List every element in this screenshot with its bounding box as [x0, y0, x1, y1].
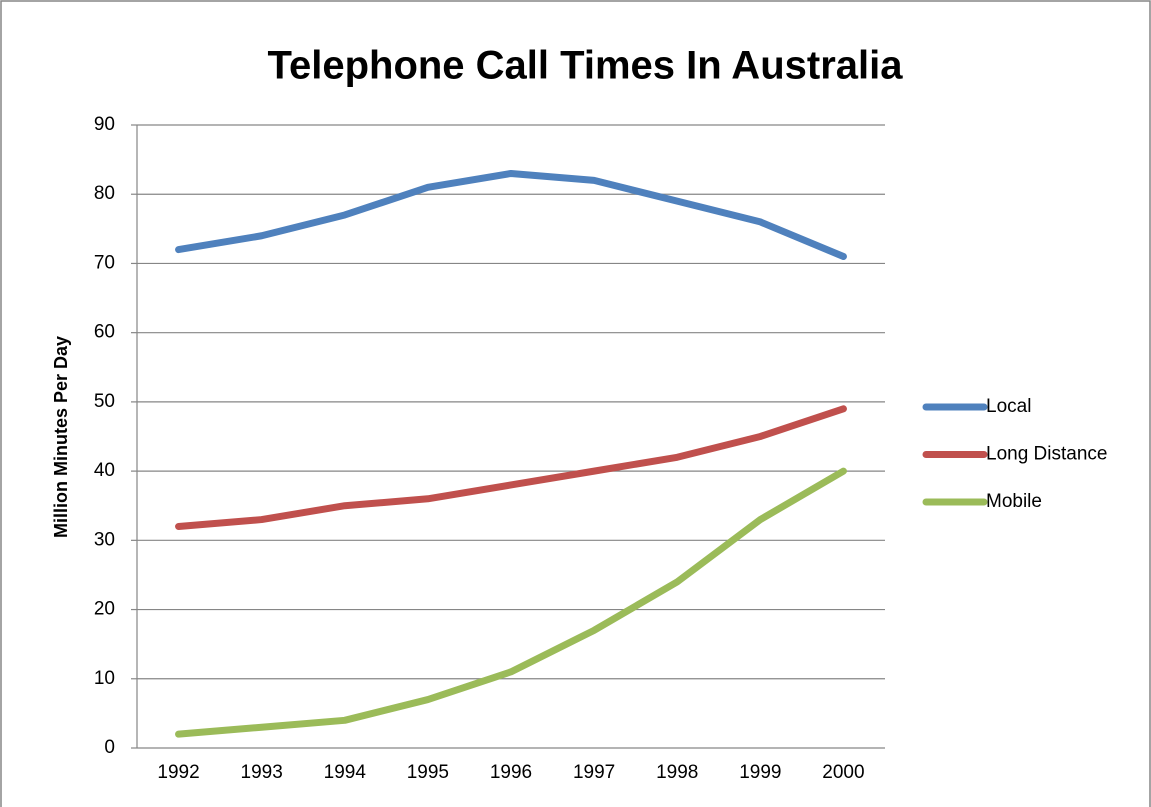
x-tick-label: 1997: [573, 762, 615, 783]
legend-label: Long Distance: [986, 444, 1107, 465]
legend-label: Local: [986, 396, 1031, 417]
x-tick-label: 1996: [490, 762, 532, 783]
y-tick-label: 0: [104, 737, 115, 758]
y-tick-label: 60: [94, 322, 115, 343]
series-line: [175, 405, 847, 530]
y-tick-label: 40: [94, 460, 115, 481]
x-tick-label: 1999: [739, 762, 781, 783]
x-tick-label: 1998: [656, 762, 698, 783]
x-tick-label: 1992: [157, 762, 199, 783]
series-line: [175, 169, 847, 261]
chart-title: Telephone Call Times In Australia: [268, 44, 904, 88]
y-tick-label: 50: [94, 391, 115, 412]
legend-label: Mobile: [986, 491, 1042, 512]
x-tick-label: 1993: [241, 762, 283, 783]
y-tick-label: 20: [94, 599, 115, 620]
x-tick-label: 2000: [822, 762, 864, 783]
y-axis-label: Million Minutes Per Day: [51, 336, 71, 538]
y-tick-label: 70: [94, 252, 115, 273]
x-tick-label: 1994: [324, 762, 367, 783]
series-line: [175, 467, 847, 738]
y-tick-label: 10: [94, 668, 115, 689]
x-tick-label: 1995: [407, 762, 449, 783]
y-tick-label: 80: [94, 183, 115, 204]
y-tick-label: 90: [94, 114, 115, 135]
y-tick-label: 30: [94, 529, 115, 550]
